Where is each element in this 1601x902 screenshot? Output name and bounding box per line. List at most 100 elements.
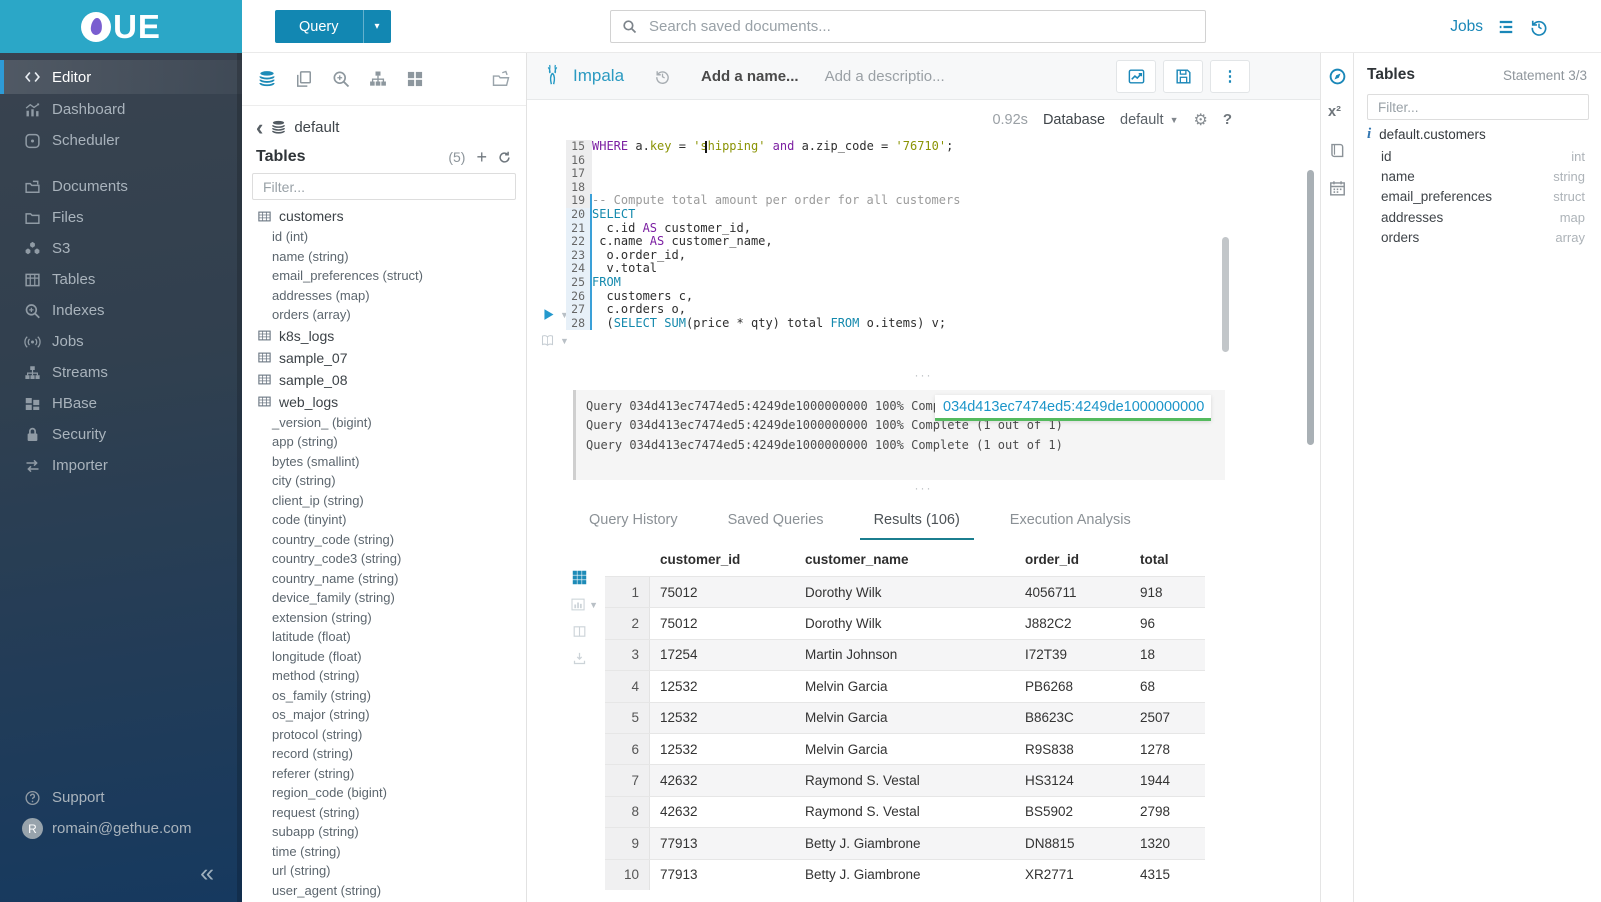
- query-id-tooltip[interactable]: 034d413ec7474ed5:4249de1000000000: [935, 395, 1211, 421]
- table-item[interactable]: k8s_logs: [242, 325, 526, 347]
- database-selector[interactable]: default ▼: [1120, 111, 1179, 128]
- functions-icon[interactable]: x²: [1328, 104, 1341, 120]
- sidebar-item-tables[interactable]: Tables: [0, 264, 242, 295]
- calendar-icon[interactable]: [1328, 179, 1347, 198]
- language-docs-icon[interactable]: [1328, 141, 1347, 160]
- table-item[interactable]: web_logs: [242, 391, 526, 413]
- apps-grid-icon[interactable]: [405, 69, 425, 89]
- tab-saved-queries[interactable]: Saved Queries: [727, 512, 824, 528]
- table-item[interactable]: customers: [242, 205, 526, 227]
- explain-query-button[interactable]: ▼: [539, 333, 569, 348]
- table-item[interactable]: sample_07: [242, 347, 526, 369]
- compass-icon[interactable]: [1328, 67, 1347, 86]
- table-row[interactable]: 7 42632 Raymond S. Vestal HS3124 1944: [605, 764, 1205, 796]
- column-header[interactable]: customer_name: [805, 552, 909, 567]
- column-item[interactable]: email_preferences (struct): [272, 268, 423, 284]
- column-item[interactable]: request (string): [272, 804, 360, 820]
- table-item[interactable]: sample_08: [242, 369, 526, 391]
- column-item[interactable]: addresses (map): [272, 287, 370, 303]
- back-chevron-icon[interactable]: ‹: [256, 114, 264, 140]
- sidebar-item-jobs[interactable]: Jobs: [0, 326, 242, 357]
- sidebar-item-support[interactable]: Support: [0, 782, 237, 813]
- collapse-sidebar-button[interactable]: «: [200, 859, 214, 887]
- table-row[interactable]: 2 75012 Dorothy Wilk J882C2 96: [605, 607, 1205, 639]
- database-icon[interactable]: [257, 69, 277, 89]
- column-header[interactable]: order_id: [1025, 552, 1080, 567]
- refresh-icon[interactable]: [497, 150, 512, 165]
- new-query-button[interactable]: Query ▾: [275, 10, 391, 43]
- sidebar-item-importer[interactable]: Importer: [0, 450, 242, 481]
- run-query-button[interactable]: ▼: [541, 307, 569, 322]
- explain-options-caret-icon[interactable]: ▼: [560, 335, 569, 346]
- column-item[interactable]: latitude (float): [272, 629, 351, 645]
- column-item[interactable]: longitude (float): [272, 648, 362, 664]
- tab-query-history[interactable]: Query History: [589, 512, 678, 528]
- sidebar-item-hbase[interactable]: HBase: [0, 388, 242, 419]
- column-item[interactable]: subapp (string): [272, 824, 359, 840]
- column-item[interactable]: country_code (string): [272, 531, 395, 547]
- column-item[interactable]: referer (string): [272, 765, 355, 781]
- code-editor[interactable]: ▼ ▼ 15 16 17 18 19 20 21 22 23 24 25 26 27 28 WHERE a…: [527, 139, 1320, 365]
- table-row[interactable]: 9 77913 Betty J. Giambrone DN8815 1320: [605, 827, 1205, 859]
- tables-filter-input[interactable]: [261, 177, 507, 196]
- column-item[interactable]: extension (string): [272, 609, 372, 625]
- table-row[interactable]: 1 75012 Dorothy Wilk 4056711 918: [605, 576, 1205, 608]
- tab-results-106-[interactable]: Results (106): [859, 503, 974, 540]
- sidebar-item-documents[interactable]: Documents: [0, 171, 242, 202]
- help-icon[interactable]: ?: [1222, 111, 1232, 128]
- run-options-caret-icon[interactable]: ▼: [560, 309, 569, 320]
- active-table[interactable]: i default.customers: [1367, 126, 1589, 143]
- add-table-icon[interactable]: +: [476, 147, 487, 167]
- hue-logo[interactable]: UE: [0, 0, 242, 53]
- search-input[interactable]: [647, 17, 1195, 36]
- table-row[interactable]: 8 42632 Raymond S. Vestal BS5902 2798: [605, 795, 1205, 828]
- sidebar-item-streams[interactable]: Streams: [0, 357, 242, 388]
- zoom-in-icon[interactable]: [331, 69, 351, 89]
- sidebar-item-editor[interactable]: Editor: [0, 60, 242, 94]
- jobs-link[interactable]: Jobs: [1450, 17, 1483, 35]
- folder-doc-icon[interactable]: [491, 69, 511, 89]
- column-item[interactable]: email_preferences struct: [1355, 187, 1601, 207]
- columns-icon[interactable]: [571, 624, 588, 639]
- column-item[interactable]: user_agent (string): [272, 882, 382, 898]
- column-item[interactable]: city (string): [272, 473, 336, 489]
- column-item[interactable]: id (int): [272, 229, 309, 245]
- column-item[interactable]: os_family (string): [272, 687, 371, 703]
- table-row[interactable]: 4 12532 Melvin Garcia PB6268 68: [605, 670, 1205, 702]
- chart-type-caret-icon[interactable]: ▼: [589, 599, 598, 610]
- column-item[interactable]: orders array: [1355, 228, 1601, 248]
- column-header[interactable]: total: [1140, 552, 1169, 567]
- sidebar-item-indexes[interactable]: Indexes: [0, 295, 242, 326]
- result-chart-toggle[interactable]: ▼: [570, 596, 598, 613]
- column-item[interactable]: code (tinyint): [272, 512, 347, 528]
- sidebar-item-security[interactable]: Security: [0, 419, 242, 450]
- column-item[interactable]: country_name (string): [272, 570, 399, 586]
- sidebar-item-s3[interactable]: S3: [0, 233, 242, 264]
- more-actions-button[interactable]: ⋮: [1210, 59, 1250, 93]
- sidebar-scroll-strip[interactable]: [237, 53, 242, 902]
- query-name-field[interactable]: Add a name...: [701, 67, 799, 85]
- column-header[interactable]: customer_id: [660, 552, 741, 567]
- editor-scrollbar[interactable]: [1222, 237, 1229, 352]
- result-grid-icon[interactable]: [571, 569, 588, 586]
- sitemap-icon[interactable]: [368, 69, 388, 89]
- table-row[interactable]: 10 77913 Betty J. Giambrone XR2771 4315: [605, 858, 1205, 890]
- query-description-field[interactable]: Add a descriptio...: [824, 67, 945, 85]
- download-icon[interactable]: [571, 651, 588, 666]
- sidebar-item-user[interactable]: R romain@gethue.com: [0, 813, 237, 844]
- column-item[interactable]: orders (array): [272, 307, 351, 323]
- query-dropdown-caret-icon[interactable]: ▾: [362, 10, 391, 43]
- column-item[interactable]: time (string): [272, 843, 341, 859]
- query-history-icon[interactable]: [654, 68, 671, 85]
- new-query-label[interactable]: Query: [299, 18, 339, 35]
- table-row[interactable]: 3 17254 Martin Johnson I72T39 18: [605, 638, 1205, 671]
- column-item[interactable]: method (string): [272, 668, 360, 684]
- column-item[interactable]: client_ip (string): [272, 492, 364, 508]
- sidebar-item-dashboard[interactable]: Dashboard: [0, 94, 242, 125]
- column-item[interactable]: country_code3 (string): [272, 551, 402, 567]
- database-name[interactable]: default: [294, 119, 340, 136]
- chart-button[interactable]: [1116, 59, 1156, 93]
- column-item[interactable]: device_family (string): [272, 590, 395, 606]
- sidebar-item-scheduler[interactable]: Scheduler: [0, 125, 242, 156]
- column-item[interactable]: addresses map: [1355, 207, 1601, 227]
